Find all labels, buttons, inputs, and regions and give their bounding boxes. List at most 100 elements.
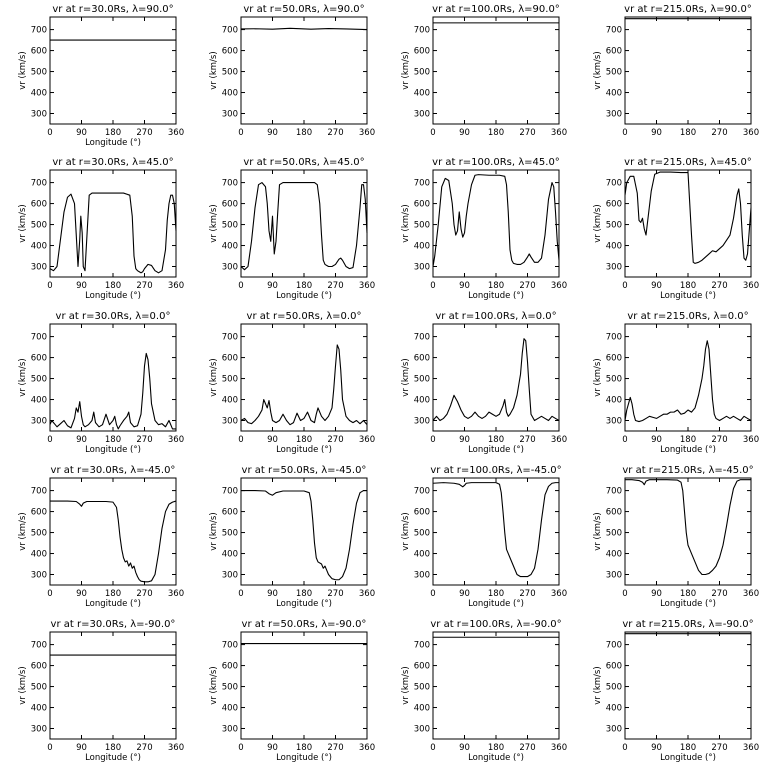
x-tick-label: 0 xyxy=(622,589,627,599)
x-tick-label: 90 xyxy=(267,589,278,599)
y-tick-label: 500 xyxy=(414,529,430,539)
x-axis-label: Longitude (°) xyxy=(276,599,332,609)
x-tick-label: 180 xyxy=(488,589,504,599)
x-tick-label: 360 xyxy=(359,589,375,599)
y-tick-label: 700 xyxy=(414,333,430,343)
x-tick-label: 360 xyxy=(551,128,567,138)
x-tick-label: 360 xyxy=(168,435,184,445)
panel-title: vr at r=50.0Rs, λ=45.0° xyxy=(243,157,364,168)
y-tick-label: 500 xyxy=(606,683,622,693)
panel-5-3: vr at r=100.0Rs, λ=-90.0° 0 90 180 270 360 300… xyxy=(401,619,567,763)
vr-series-line xyxy=(432,174,560,267)
y-axis-label: vr (km/s) xyxy=(401,512,411,550)
x-axis-label: Longitude (°) xyxy=(85,753,141,763)
x-tick-label: 360 xyxy=(743,281,759,291)
x-axis-label: Longitude (°) xyxy=(468,445,524,455)
y-tick-label: 600 xyxy=(31,47,47,57)
y-tick-label: 700 xyxy=(222,487,238,497)
x-tick-label: 360 xyxy=(168,128,184,138)
x-tick-label: 0 xyxy=(238,435,243,445)
plot-frame xyxy=(49,323,177,432)
y-tick-label: 400 xyxy=(414,550,430,560)
x-tick-label: 90 xyxy=(651,128,662,138)
y-axis-label: vr (km/s) xyxy=(209,358,219,396)
y-tick-label: 400 xyxy=(222,89,238,99)
x-tick-label: 0 xyxy=(47,743,52,753)
plot-frame xyxy=(49,631,177,740)
x-tick-label: 360 xyxy=(359,435,375,445)
y-tick-label: 600 xyxy=(31,662,47,672)
panel-2-3: vr at r=100.0Rs, λ=45.0° 0 90 180 270 360 300 4… xyxy=(401,157,567,301)
y-tick-label: 300 xyxy=(222,571,238,581)
vr-series-line xyxy=(240,27,368,31)
y-tick-label: 700 xyxy=(606,487,622,497)
panel-1-2: vr at r=50.0Rs, λ=90.0° 0 90 180 270 360 300 40… xyxy=(209,4,375,138)
panel-3-2: vr at r=50.0Rs, λ=0.0° 0 90 180 270 360 300 400… xyxy=(209,311,375,455)
x-tick-label: 0 xyxy=(47,281,52,291)
y-tick-label: 400 xyxy=(31,396,47,406)
x-tick-label: 270 xyxy=(136,589,152,599)
x-tick-label: 180 xyxy=(296,743,312,753)
x-tick-label: 180 xyxy=(680,128,696,138)
x-axis-label: Longitude (°) xyxy=(660,599,716,609)
panel-title: vr at r=50.0Rs, λ=0.0° xyxy=(247,311,362,322)
x-tick-label: 90 xyxy=(651,435,662,445)
y-axis-label: vr (km/s) xyxy=(209,204,219,242)
panel-title: vr at r=215.0Rs, λ=45.0° xyxy=(624,157,752,168)
x-tick-label: 0 xyxy=(430,589,435,599)
x-tick-label: 90 xyxy=(459,743,470,753)
x-tick-label: 270 xyxy=(711,743,727,753)
x-tick-label: 360 xyxy=(743,743,759,753)
x-tick-label: 270 xyxy=(711,589,727,599)
y-tick-label: 400 xyxy=(414,704,430,714)
y-tick-label: 600 xyxy=(222,508,238,518)
y-tick-label: 500 xyxy=(414,683,430,693)
y-tick-label: 600 xyxy=(606,47,622,57)
vr-series-line xyxy=(432,338,560,422)
x-tick-label: 90 xyxy=(651,281,662,291)
panel-3-3: vr at r=100.0Rs, λ=0.0° 0 90 180 270 360 300 40… xyxy=(401,311,567,455)
x-tick-label: 0 xyxy=(430,128,435,138)
panel-1-4: vr at r=215.0Rs, λ=90.0° 0 90 180 270 360 300 4… xyxy=(593,4,759,138)
x-tick-label: 90 xyxy=(651,743,662,753)
y-tick-label: 300 xyxy=(31,571,47,581)
y-tick-label: 600 xyxy=(606,662,622,672)
x-tick-label: 270 xyxy=(711,281,727,291)
y-tick-label: 500 xyxy=(606,68,622,78)
x-tick-label: 360 xyxy=(168,589,184,599)
y-tick-label: 700 xyxy=(606,641,622,651)
x-tick-label: 90 xyxy=(459,589,470,599)
x-tick-label: 270 xyxy=(519,281,535,291)
y-tick-label: 600 xyxy=(31,200,47,210)
y-tick-label: 300 xyxy=(31,417,47,427)
y-tick-label: 500 xyxy=(222,68,238,78)
y-tick-label: 300 xyxy=(606,417,622,427)
y-tick-label: 300 xyxy=(414,417,430,427)
y-tick-label: 300 xyxy=(31,725,47,735)
x-tick-label: 180 xyxy=(105,128,121,138)
y-tick-label: 400 xyxy=(31,550,47,560)
x-tick-label: 180 xyxy=(488,743,504,753)
x-tick-label: 360 xyxy=(743,128,759,138)
y-axis-label: vr (km/s) xyxy=(401,204,411,242)
y-tick-label: 700 xyxy=(606,26,622,36)
y-tick-label: 300 xyxy=(222,725,238,735)
x-tick-label: 90 xyxy=(459,281,470,291)
x-axis-label: Longitude (°) xyxy=(85,138,141,148)
x-tick-label: 0 xyxy=(430,743,435,753)
x-tick-label: 90 xyxy=(76,743,87,753)
y-tick-label: 300 xyxy=(606,110,622,120)
x-tick-label: 90 xyxy=(267,743,278,753)
x-tick-label: 90 xyxy=(267,435,278,445)
x-axis-label: Longitude (°) xyxy=(660,445,716,455)
panel-title: vr at r=30.0Rs, λ=0.0° xyxy=(56,311,171,322)
y-axis-label: vr (km/s) xyxy=(593,204,603,242)
x-tick-label: 360 xyxy=(168,743,184,753)
x-tick-label: 270 xyxy=(711,128,727,138)
x-tick-label: 180 xyxy=(680,589,696,599)
panel-1-3: vr at r=100.0Rs, λ=90.0° 0 90 180 270 360 300 4… xyxy=(401,4,567,138)
y-tick-label: 400 xyxy=(222,242,238,252)
y-tick-label: 400 xyxy=(606,242,622,252)
x-tick-label: 360 xyxy=(551,281,567,291)
